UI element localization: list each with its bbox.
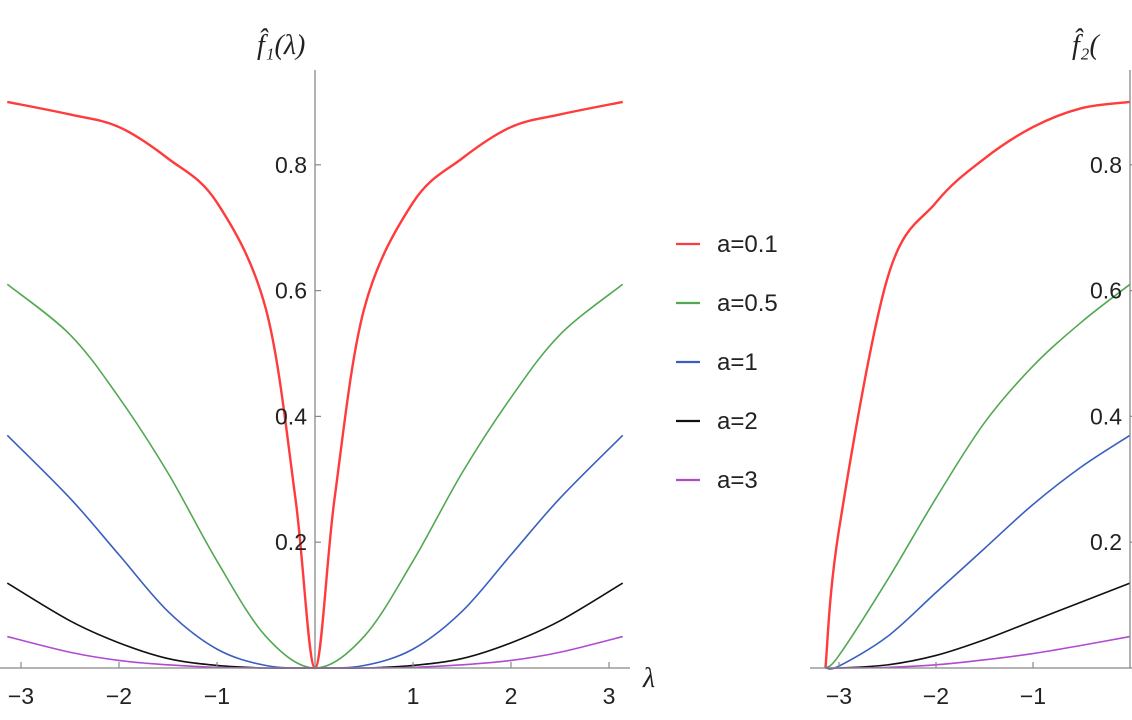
legend-label-3: a=2 xyxy=(717,408,758,435)
legend-label-4: a=3 xyxy=(717,467,758,494)
p2-y-tick-label: 0.6 xyxy=(1090,278,1122,304)
p1-y-tick-label: 0.4 xyxy=(275,403,307,429)
p2-y-ticks: 0.2 0.4 0.6 0.8 xyxy=(1090,152,1132,555)
plot-f1: −3 −2 −1 1 2 3 0.2 0.4 0.6 0.8 f̂₁(λ) λ xyxy=(0,29,655,709)
legend-label-0: a=0.1 xyxy=(717,231,778,258)
legend-label-1: a=0.5 xyxy=(717,290,778,317)
p2-series-line-1 xyxy=(824,283,1131,669)
p2-curves xyxy=(824,100,1131,670)
p2-series-line-2 xyxy=(825,434,1131,670)
p1-y-tick-label: 0.6 xyxy=(275,278,307,304)
p2-x-ticks: −3 −2 −1 xyxy=(826,662,1046,709)
p1-y-tick-label: 0.2 xyxy=(275,529,307,555)
p1-x-ticks: −3 −2 −1 1 2 3 xyxy=(8,662,616,709)
p2-series-line-3 xyxy=(825,582,1131,670)
p1-x-tick-label: 3 xyxy=(603,683,616,709)
p2-series-line-0 xyxy=(824,100,1131,669)
p1-y-axis-label: f̂₁(λ) xyxy=(257,29,305,61)
plot-f2: −3 −2 −1 0.2 0.4 0.6 0.8 f̂₂( xyxy=(810,29,1132,709)
p1-x-tick-label: −1 xyxy=(204,683,230,709)
p2-x-tick-label: −3 xyxy=(826,683,852,709)
p1-x-tick-label: −3 xyxy=(8,683,34,709)
p2-y-tick-label: 0.4 xyxy=(1090,403,1122,429)
legend: a=0.1 a=0.5 a=1 a=2 a=3 xyxy=(676,231,778,494)
p1-x-axis-label: λ xyxy=(642,663,655,694)
p1-y-ticks: 0.2 0.4 0.6 0.8 xyxy=(275,152,321,555)
p1-y-tick-label: 0.8 xyxy=(275,152,307,178)
p2-x-tick-label: −2 xyxy=(923,683,949,709)
p1-x-tick-label: −2 xyxy=(106,683,132,709)
p2-y-tick-label: 0.2 xyxy=(1090,529,1122,555)
p2-y-axis-label: f̂₂( xyxy=(1072,29,1101,61)
legend-label-2: a=1 xyxy=(717,349,758,376)
p2-y-tick-label: 0.8 xyxy=(1090,152,1122,178)
p1-x-tick-label: 1 xyxy=(407,683,420,709)
p2-x-tick-label: −1 xyxy=(1020,683,1046,709)
p1-x-tick-label: 2 xyxy=(505,683,518,709)
